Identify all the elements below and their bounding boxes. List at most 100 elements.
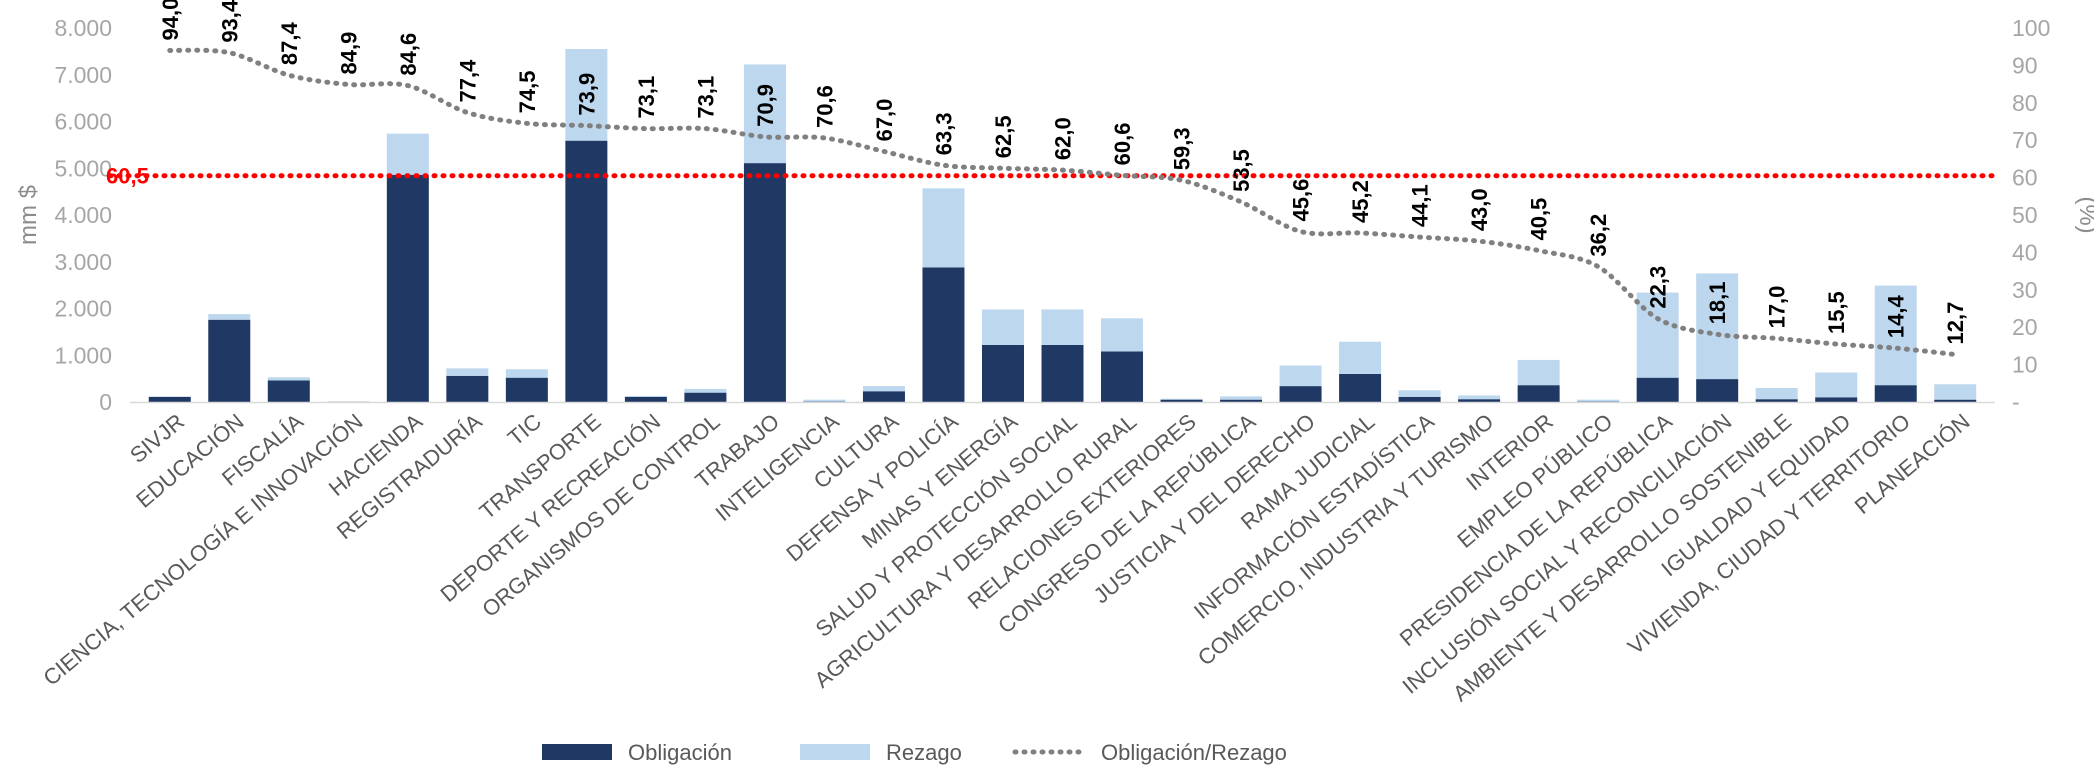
bar-obligacion (387, 175, 429, 402)
bar-obligacion (684, 393, 726, 402)
y2-tick-label: 40 (2012, 239, 2038, 265)
y2-tick-label: 80 (2012, 90, 2038, 116)
y2-tick-label: 70 (2012, 127, 2038, 153)
ratio-data-label: 84,9 (336, 32, 361, 75)
y2-axis-title: (%) (2074, 196, 2094, 233)
bar-rezago (982, 309, 1024, 345)
ratio-data-label: 73,9 (574, 73, 599, 116)
bar-obligacion (1220, 400, 1262, 402)
bar-obligacion (1815, 397, 1857, 402)
bar-obligacion (1875, 385, 1917, 402)
bar-rezago (922, 188, 964, 267)
bar-rezago (1220, 396, 1262, 399)
bar-rezago (268, 377, 310, 380)
ratio-line (170, 50, 1955, 354)
ratio-data-label: 43,0 (1467, 188, 1492, 231)
ratio-data-label: 15,5 (1824, 291, 1849, 334)
ratio-data-label: 59,3 (1170, 127, 1195, 170)
y2-tick-label: 30 (2012, 277, 2038, 303)
ratio-data-label: 45,6 (1289, 179, 1314, 222)
bar-rezago (803, 400, 845, 402)
bar-rezago (684, 389, 726, 393)
ratio-data-label: 70,9 (753, 84, 778, 127)
bar-obligacion (1280, 386, 1322, 402)
ratio-data-label: 93,4 (217, 0, 242, 43)
bar-obligacion (922, 267, 964, 402)
bar-obligacion (1934, 400, 1976, 402)
ratio-data-label: 12,7 (1943, 302, 1968, 345)
y-tick-label: 3.000 (54, 249, 112, 275)
legend-swatch-obligacion (542, 744, 612, 760)
bar-rezago (1399, 390, 1441, 397)
bar-obligacion (863, 391, 905, 402)
legend-label: Obligación/Rezago (1101, 740, 1287, 765)
bar-obligacion (149, 397, 191, 402)
bar-obligacion (744, 163, 786, 402)
bars-layer (149, 49, 1976, 402)
bar-rezago (1577, 400, 1619, 402)
bar-rezago (1161, 399, 1203, 400)
bar-obligacion (1339, 374, 1381, 402)
bar-obligacion (506, 378, 548, 402)
ratio-data-label: 60,6 (1110, 123, 1135, 166)
bar-obligacion (1696, 379, 1738, 402)
ratio-data-label: 74,5 (515, 71, 540, 114)
bar-obligacion (208, 320, 250, 402)
bar-rezago (1934, 384, 1976, 399)
ratio-data-label: 62,5 (991, 115, 1016, 158)
bar-obligacion (268, 380, 310, 402)
bar-rezago (1339, 342, 1381, 374)
y-tick-label: 4.000 (54, 202, 112, 228)
ratio-data-label: 14,4 (1884, 295, 1909, 339)
legend-label: Rezago (886, 740, 962, 765)
bar-obligacion (1161, 400, 1203, 402)
y2-tick-label: 10 (2012, 352, 2038, 378)
bar-rezago (506, 369, 548, 377)
y2-tick-label: 20 (2012, 314, 2038, 340)
ratio-data-label: 40,5 (1527, 198, 1552, 241)
bar-obligacion (625, 397, 667, 402)
bar-obligacion (1637, 378, 1679, 402)
y-axis-title: mm $ (15, 185, 42, 245)
ratio-data-label: 62,0 (1051, 117, 1076, 160)
bar-obligacion (1756, 399, 1798, 402)
reference-line-label: 60,5 (106, 164, 149, 189)
y2-tick-label: 100 (2012, 15, 2050, 41)
ratio-data-label: 44,1 (1408, 184, 1433, 227)
y-tick-label: 0 (99, 389, 112, 415)
y2-tick-label: - (2012, 389, 2020, 415)
bar-rezago (1518, 360, 1560, 385)
bar-rezago (625, 396, 667, 397)
ratio-data-label: 67,0 (872, 99, 897, 142)
bar-obligacion (565, 141, 607, 402)
y2-tick-label: 90 (2012, 52, 2038, 78)
y-tick-label: 8.000 (54, 15, 112, 41)
y-tick-label: 5.000 (54, 155, 112, 181)
y-tick-label: 2.000 (54, 296, 112, 322)
bar-rezago (1280, 366, 1322, 387)
ratio-data-label: 84,6 (396, 33, 421, 76)
legend-swatch-rezago (800, 744, 870, 760)
bar-obligacion (1399, 397, 1441, 402)
ratio-data-label: 77,4 (455, 59, 480, 103)
ratio-data-label: 70,6 (812, 85, 837, 128)
bar-rezago (1756, 388, 1798, 399)
y-tick-label: 7.000 (54, 62, 112, 88)
bar-rezago (1458, 395, 1500, 399)
bar-rezago (387, 134, 429, 175)
ratio-data-label: 36,2 (1586, 214, 1611, 257)
ratio-data-label: 73,1 (634, 76, 659, 119)
ratio-data-label: 53,5 (1229, 149, 1254, 192)
bar-obligacion (1042, 345, 1084, 402)
ratio-data-label: 87,4 (277, 22, 302, 66)
ratio-data-label: 22,3 (1646, 266, 1671, 309)
y-tick-label: 6.000 (54, 109, 112, 135)
ratio-data-label: 94,0 (158, 0, 183, 40)
ratio-data-label: 17,0 (1765, 286, 1790, 329)
ratio-data-label: 18,1 (1705, 281, 1730, 324)
bar-rezago (208, 314, 250, 320)
